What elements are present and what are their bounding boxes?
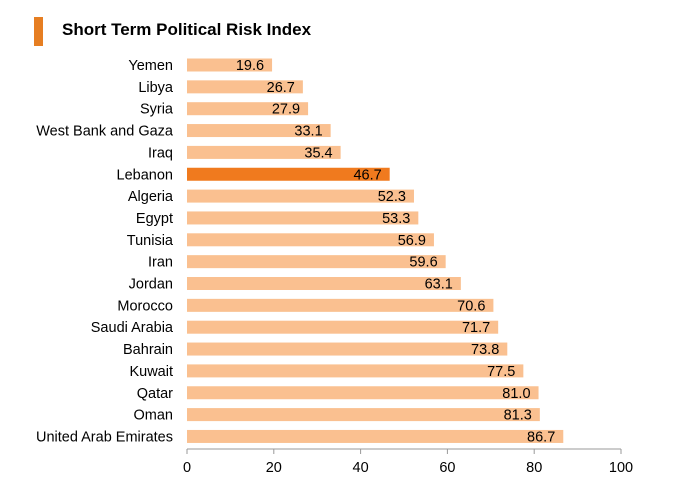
x-tick-label-20: 20 — [266, 460, 282, 476]
value-label-tunisia: 56.9 — [398, 233, 426, 249]
value-labels: 19.626.7 27.9 33.1 35.4 46.7 52.3 53.3 56.9 59.6… — [236, 58, 555, 445]
x-axis-ticks: 0 20 40 60 80 100 — [183, 449, 633, 476]
value-label-iraq: 35.4 — [304, 145, 332, 161]
bar-libya — [187, 80, 303, 94]
category-label-saudi-arabia: Saudi Arabia — [91, 320, 174, 336]
value-label-jordan: 63.1 — [425, 277, 453, 293]
bar-united-arab-emirates — [187, 429, 564, 443]
value-label-kuwait: 77.5 — [487, 364, 515, 380]
chart-title: Short Term Political Risk Index — [62, 20, 312, 39]
bar-iraq — [187, 145, 341, 159]
value-label-morocco: 70.6 — [457, 298, 485, 314]
category-label-iran: Iran — [148, 255, 173, 271]
category-label-united-arab-emirates: United Arab Emirates — [36, 429, 173, 445]
category-label-qatar: Qatar — [137, 386, 173, 402]
bar-qatar — [187, 386, 539, 400]
value-label-saudi-arabia: 71.7 — [462, 320, 490, 336]
value-label-lebanon: 46.7 — [353, 167, 381, 183]
category-label-yemen: Yemen — [128, 58, 173, 74]
value-label-algeria: 52.3 — [378, 189, 406, 205]
bar-morocco — [187, 298, 494, 312]
category-label-syria: Syria — [140, 102, 174, 118]
value-label-qatar: 81.0 — [502, 386, 530, 402]
bar-jordan — [187, 277, 461, 290]
bar-egypt — [187, 211, 419, 225]
category-label-jordan: Jordan — [129, 277, 173, 293]
x-tick-label-0: 0 — [183, 460, 191, 476]
category-label-bahrain: Bahrain — [123, 342, 173, 358]
category-label-morocco: Morocco — [117, 298, 173, 314]
category-labels: Yemen Libya Syria West Bank and Gaza Iraq Leb… — [36, 58, 174, 445]
title-accent-bar — [34, 17, 43, 46]
bar-tunisia — [187, 233, 434, 247]
bar-oman — [187, 408, 540, 422]
bar-iran — [187, 255, 446, 269]
bars — [187, 58, 564, 443]
bar-yemen — [187, 58, 273, 72]
bar-syria — [187, 102, 309, 116]
category-label-lebanon: Lebanon — [117, 167, 173, 183]
category-label-kuwait: Kuwait — [129, 364, 173, 380]
value-label-iran: 59.6 — [409, 255, 437, 271]
x-tick-label-80: 80 — [526, 460, 542, 476]
category-label-tunisia: Tunisia — [127, 233, 174, 249]
x-tick-label-100: 100 — [609, 460, 633, 476]
value-label-egypt: 53.3 — [382, 211, 410, 227]
value-label-yemen: 19.6 — [236, 58, 264, 74]
bar-lebanon — [187, 167, 390, 181]
bar-bahrain — [187, 342, 508, 356]
category-label-egypt: Egypt — [136, 211, 173, 227]
category-label-algeria: Algeria — [128, 189, 174, 205]
value-label-bahrain: 73.8 — [471, 342, 499, 358]
bar-saudi-arabia — [187, 320, 499, 334]
value-label-syria: 27.9 — [272, 102, 300, 118]
category-label-libya: Libya — [138, 80, 174, 96]
bar-west-bank-and-gaza — [187, 124, 331, 138]
category-label-iraq: Iraq — [148, 145, 173, 161]
value-label-west-bank-and-gaza: 33.1 — [294, 124, 322, 140]
x-tick-label-60: 60 — [439, 460, 455, 476]
category-label-west-bank-and-gaza: West Bank and Gaza — [36, 124, 174, 140]
value-label-libya: 26.7 — [267, 80, 295, 96]
value-label-oman: 81.3 — [504, 408, 532, 424]
bar-algeria — [187, 189, 414, 203]
value-label-united-arab-emirates: 86.7 — [527, 429, 555, 445]
bar-kuwait — [187, 364, 524, 378]
category-label-oman: Oman — [134, 408, 174, 424]
x-tick-label-40: 40 — [353, 460, 369, 476]
